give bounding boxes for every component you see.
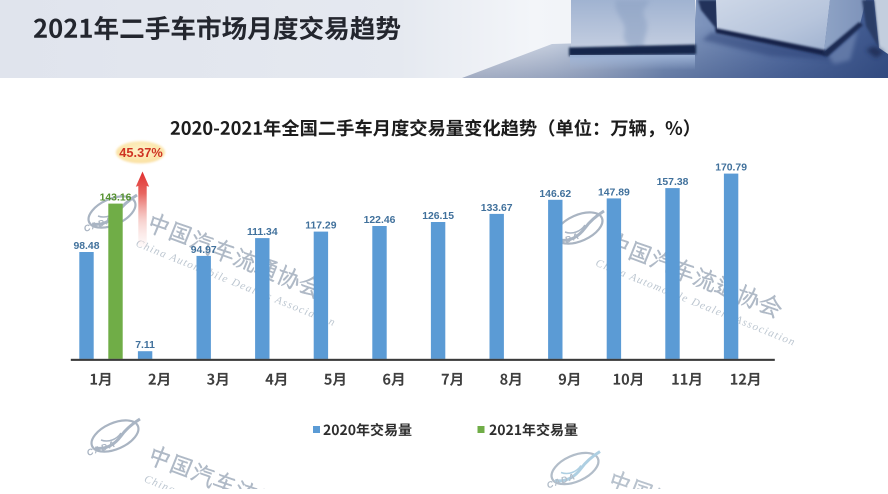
svg-text:170.79: 170.79 bbox=[715, 163, 747, 174]
svg-text:157.38: 157.38 bbox=[657, 177, 689, 188]
svg-text:98.48: 98.48 bbox=[73, 241, 99, 252]
svg-text:111.34: 111.34 bbox=[247, 227, 278, 238]
svg-text:45.37%: 45.37% bbox=[119, 145, 163, 160]
svg-text:7.11: 7.11 bbox=[135, 340, 155, 351]
svg-text:146.62: 146.62 bbox=[539, 189, 571, 200]
svg-text:94.97: 94.97 bbox=[191, 245, 217, 256]
svg-text:122.46: 122.46 bbox=[364, 215, 396, 226]
svg-text:147.89: 147.89 bbox=[598, 187, 630, 198]
svg-text:143.16: 143.16 bbox=[100, 193, 132, 204]
svg-text:133.67: 133.67 bbox=[481, 203, 513, 214]
svg-text:117.29: 117.29 bbox=[305, 221, 336, 232]
svg-text:126.15: 126.15 bbox=[422, 211, 454, 222]
